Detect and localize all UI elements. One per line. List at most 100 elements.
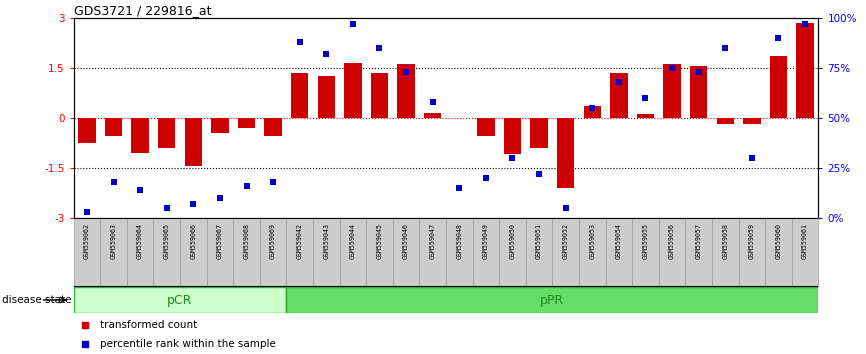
Bar — [393, 218, 419, 287]
Bar — [313, 218, 339, 287]
Text: GSM559060: GSM559060 — [775, 223, 781, 258]
Point — [133, 187, 147, 193]
Bar — [690, 66, 708, 118]
Point — [399, 69, 413, 75]
Text: GSM559047: GSM559047 — [430, 223, 436, 258]
Bar — [531, 118, 547, 148]
Text: GSM559044: GSM559044 — [350, 223, 356, 258]
Bar — [184, 118, 202, 166]
Text: GSM559043: GSM559043 — [323, 223, 329, 258]
Text: pPR: pPR — [540, 293, 565, 307]
Point — [80, 209, 94, 215]
Bar — [238, 118, 255, 128]
Text: GSM559050: GSM559050 — [509, 223, 515, 258]
Text: disease state: disease state — [2, 295, 71, 305]
Bar — [264, 118, 281, 136]
Bar — [605, 218, 632, 287]
Bar — [663, 64, 681, 118]
Bar — [526, 218, 553, 287]
Point — [78, 322, 92, 327]
Point — [346, 21, 360, 27]
Bar — [632, 218, 659, 287]
Bar — [260, 218, 287, 287]
Text: GSM559059: GSM559059 — [749, 223, 755, 258]
Text: GSM559068: GSM559068 — [243, 223, 249, 258]
Bar — [557, 118, 574, 188]
Text: pCR: pCR — [167, 293, 193, 307]
Point — [638, 95, 652, 101]
Bar — [132, 118, 149, 153]
Bar — [126, 218, 153, 287]
Bar — [100, 218, 126, 287]
Point — [665, 65, 679, 70]
Point — [78, 341, 92, 347]
Text: transformed count: transformed count — [100, 320, 197, 330]
Bar — [712, 218, 739, 287]
Bar — [584, 106, 601, 118]
Point — [798, 21, 812, 27]
Point — [745, 155, 759, 161]
Text: GSM559063: GSM559063 — [111, 223, 117, 258]
Text: GSM559064: GSM559064 — [137, 223, 143, 258]
Bar — [792, 218, 818, 287]
Bar — [499, 218, 526, 287]
Text: GSM559053: GSM559053 — [589, 223, 595, 258]
Text: GSM559069: GSM559069 — [270, 223, 276, 258]
Bar — [797, 23, 814, 118]
Bar — [397, 64, 415, 118]
Bar — [291, 73, 308, 118]
Text: GSM559052: GSM559052 — [563, 223, 569, 258]
Text: GSM559062: GSM559062 — [84, 223, 90, 258]
Point — [266, 179, 280, 184]
Bar — [78, 118, 95, 143]
Point — [107, 179, 120, 184]
Bar — [419, 218, 446, 287]
Bar — [153, 218, 180, 287]
Text: GSM559051: GSM559051 — [536, 223, 542, 258]
Text: GSM559046: GSM559046 — [403, 223, 409, 258]
Bar — [318, 76, 335, 118]
Point — [506, 155, 520, 161]
Text: GSM559056: GSM559056 — [669, 223, 675, 258]
Text: GSM559067: GSM559067 — [216, 223, 223, 258]
Bar — [504, 118, 521, 154]
Bar — [158, 118, 175, 148]
Bar — [743, 118, 760, 124]
Bar — [366, 218, 393, 287]
Point — [320, 51, 333, 57]
Point — [213, 195, 227, 200]
Bar — [211, 118, 229, 133]
Bar — [339, 218, 366, 287]
Point — [372, 45, 386, 51]
Bar — [345, 63, 361, 118]
Text: GSM559054: GSM559054 — [616, 223, 622, 258]
Point — [452, 185, 466, 190]
Bar — [207, 218, 233, 287]
Text: GSM559061: GSM559061 — [802, 223, 808, 258]
Bar — [717, 118, 734, 124]
Text: GSM559065: GSM559065 — [164, 223, 170, 258]
Text: GSM559066: GSM559066 — [191, 223, 197, 258]
Text: GDS3721 / 229816_at: GDS3721 / 229816_at — [74, 4, 211, 17]
Bar — [74, 287, 287, 313]
Bar — [770, 56, 787, 118]
Point — [559, 205, 572, 211]
Point — [159, 205, 173, 211]
Point — [186, 201, 200, 206]
Point — [240, 183, 254, 189]
Bar — [446, 218, 473, 287]
Bar — [473, 218, 499, 287]
Bar — [105, 118, 122, 136]
Point — [585, 105, 599, 110]
Bar — [180, 218, 207, 287]
Bar — [424, 113, 442, 118]
Text: GSM559045: GSM559045 — [377, 223, 383, 258]
Point — [479, 175, 493, 181]
Bar — [287, 218, 313, 287]
Point — [772, 35, 785, 40]
Bar — [659, 218, 685, 287]
Bar — [74, 218, 100, 287]
Bar — [766, 218, 792, 287]
Text: GSM559048: GSM559048 — [456, 223, 462, 258]
Point — [692, 69, 706, 75]
